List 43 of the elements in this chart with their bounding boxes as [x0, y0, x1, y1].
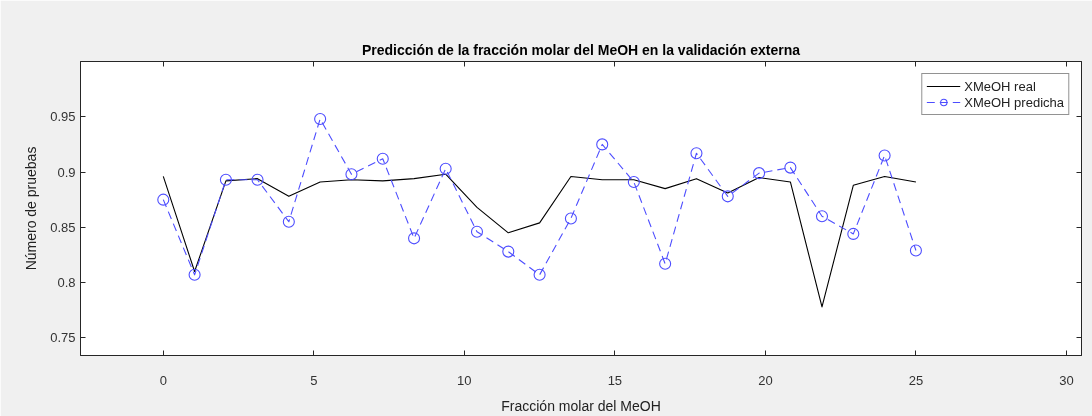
point — [502, 245, 515, 258]
x-tick-label: 25 — [908, 372, 924, 388]
y-tick-label: 0.9 — [57, 164, 76, 180]
point — [690, 147, 703, 160]
point — [815, 210, 829, 223]
legend-label: XMeOH real — [964, 78, 1036, 94]
point — [784, 161, 797, 174]
point — [596, 138, 609, 151]
point — [219, 173, 232, 186]
x-tick-label: 5 — [310, 372, 318, 388]
legend-label: XMeOH predicha — [964, 94, 1064, 110]
point — [627, 175, 640, 189]
point — [909, 244, 922, 257]
point — [564, 212, 577, 225]
point — [345, 168, 358, 181]
point — [533, 268, 546, 281]
x-tick-label: 10 — [457, 372, 472, 388]
x-tick-label: 15 — [607, 372, 623, 388]
x-tick-label: 20 — [758, 372, 773, 388]
point — [847, 227, 860, 240]
point — [251, 173, 264, 186]
x-tick-label: 30 — [1059, 372, 1074, 388]
point — [157, 193, 170, 206]
point — [659, 257, 672, 270]
x-tick-label: 0 — [159, 372, 167, 388]
line-series — [162, 173, 917, 308]
point — [878, 149, 891, 162]
point — [439, 162, 452, 175]
y-tick-label: 0.85 — [50, 219, 76, 235]
point — [470, 225, 484, 238]
y-tick-label: 0.95 — [50, 109, 76, 125]
point — [408, 232, 421, 245]
point — [376, 152, 389, 165]
x-axis-title: Fracción molar del MeOH — [501, 397, 661, 414]
y-tick-label: 0.75 — [50, 330, 76, 346]
point — [314, 112, 327, 126]
point — [721, 190, 734, 203]
chart-title: Predicción de la fracción molar del MeOH en la validación externa — [361, 41, 801, 58]
point — [282, 215, 295, 228]
point — [188, 268, 201, 281]
point — [753, 167, 766, 180]
y-axis-title: Número de pruebas — [23, 146, 40, 271]
y-tick-label: 0.8 — [57, 275, 76, 291]
